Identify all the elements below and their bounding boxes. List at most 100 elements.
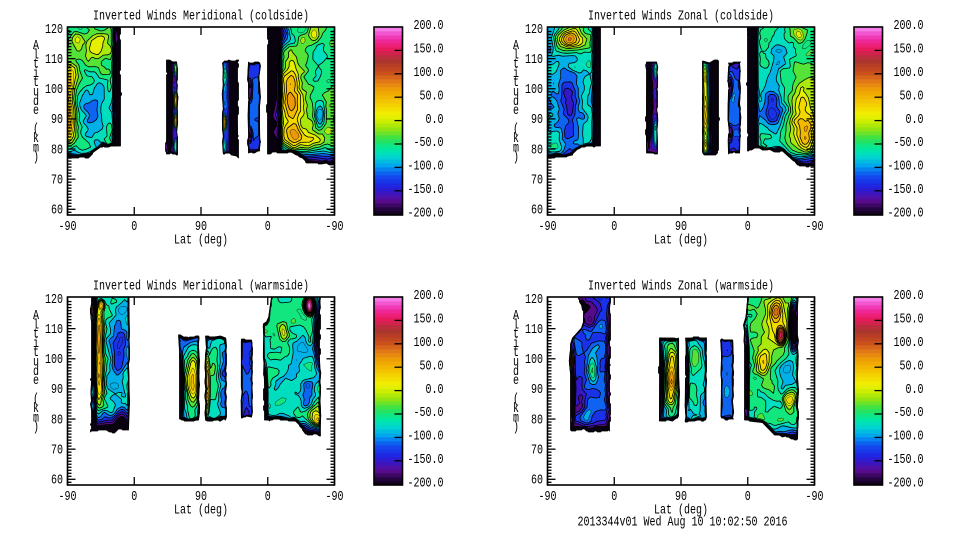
svg-text:k: k	[513, 401, 519, 417]
svg-text:t: t	[33, 75, 39, 91]
svg-text:150.0: 150.0	[893, 41, 923, 57]
svg-text:90: 90	[675, 489, 687, 505]
svg-text:200.0: 200.0	[893, 288, 923, 304]
svg-text:100.0: 100.0	[413, 334, 443, 350]
svg-text:Inverted Winds Zonal (coldside: Inverted Winds Zonal (coldside)	[588, 8, 774, 24]
svg-text:200.0: 200.0	[893, 18, 923, 34]
svg-text:t: t	[513, 75, 519, 91]
svg-text:100: 100	[525, 82, 543, 98]
svg-text:): )	[513, 419, 519, 435]
svg-text:-90: -90	[325, 489, 343, 505]
svg-text:-100.0: -100.0	[887, 158, 923, 174]
svg-text:-100.0: -100.0	[407, 158, 443, 174]
svg-text:u: u	[513, 84, 519, 100]
svg-text:-200.0: -200.0	[407, 475, 443, 491]
svg-text:l: l	[33, 47, 39, 63]
svg-text:-90: -90	[538, 489, 556, 505]
svg-text:d: d	[513, 93, 519, 109]
svg-text:90: 90	[195, 219, 207, 235]
svg-text:80: 80	[51, 412, 63, 428]
svg-text:Lat (deg): Lat (deg)	[654, 502, 708, 518]
svg-text:50.0: 50.0	[899, 358, 923, 374]
svg-text:120: 120	[525, 291, 543, 307]
svg-text:i: i	[33, 335, 39, 351]
svg-text:0: 0	[611, 489, 617, 505]
svg-text:50.0: 50.0	[899, 88, 923, 104]
svg-text:100.0: 100.0	[893, 64, 923, 80]
svg-text:(: (	[33, 391, 39, 407]
svg-text:d: d	[33, 363, 39, 379]
svg-text:): )	[513, 149, 519, 165]
svg-text:-50.0: -50.0	[413, 405, 443, 421]
svg-text:): )	[33, 149, 39, 165]
svg-text:i: i	[33, 65, 39, 81]
svg-text:-200.0: -200.0	[887, 475, 923, 491]
svg-text:60: 60	[51, 202, 63, 218]
svg-text:Lat (deg): Lat (deg)	[654, 232, 708, 248]
svg-text:60: 60	[531, 202, 543, 218]
svg-text:Inverted Winds Meridional (war: Inverted Winds Meridional (warmside)	[93, 278, 309, 294]
svg-text:0: 0	[131, 489, 137, 505]
svg-text:t: t	[33, 345, 39, 361]
svg-text:80: 80	[531, 142, 543, 158]
svg-text:0: 0	[611, 219, 617, 235]
svg-text:(: (	[33, 121, 39, 137]
svg-text:90: 90	[51, 112, 63, 128]
svg-text:d: d	[33, 93, 39, 109]
svg-text:120: 120	[45, 21, 63, 37]
svg-text:100: 100	[45, 82, 63, 98]
svg-text:Inverted Winds Zonal (warmside: Inverted Winds Zonal (warmside)	[588, 278, 774, 294]
svg-text:A: A	[513, 308, 520, 324]
svg-text:200.0: 200.0	[413, 18, 443, 34]
svg-text:-100.0: -100.0	[887, 428, 923, 444]
svg-text:-90: -90	[58, 489, 76, 505]
svg-text:u: u	[33, 354, 39, 370]
svg-text:t: t	[513, 345, 519, 361]
svg-text:0.0: 0.0	[425, 381, 443, 397]
svg-text:m: m	[513, 410, 519, 426]
svg-text:50.0: 50.0	[419, 358, 443, 374]
svg-text:t: t	[513, 56, 519, 72]
svg-text:0.0: 0.0	[425, 111, 443, 127]
svg-text:e: e	[33, 373, 39, 389]
svg-text:90: 90	[675, 219, 687, 235]
svg-text:-90: -90	[58, 219, 76, 235]
svg-text:0: 0	[745, 219, 751, 235]
svg-text:80: 80	[51, 142, 63, 158]
svg-text:100: 100	[45, 352, 63, 368]
svg-text:110: 110	[525, 52, 543, 68]
svg-text:d: d	[513, 363, 519, 379]
svg-text:l: l	[33, 317, 39, 333]
svg-text:60: 60	[51, 472, 63, 488]
svg-text:150.0: 150.0	[893, 311, 923, 327]
svg-text:Inverted Winds Meridional (col: Inverted Winds Meridional (coldside)	[93, 8, 309, 24]
svg-text:A: A	[33, 308, 40, 324]
svg-text:0: 0	[265, 489, 271, 505]
svg-text:m: m	[33, 410, 39, 426]
svg-text:-150.0: -150.0	[887, 182, 923, 198]
svg-text:i: i	[513, 335, 519, 351]
svg-text:70: 70	[531, 172, 543, 188]
svg-text:-90: -90	[325, 219, 343, 235]
svg-text:-90: -90	[538, 219, 556, 235]
svg-text:-200.0: -200.0	[887, 205, 923, 221]
svg-text:e: e	[513, 103, 519, 119]
svg-text:0.0: 0.0	[905, 381, 923, 397]
svg-text:i: i	[513, 65, 519, 81]
svg-text:(: (	[513, 121, 519, 137]
svg-text:Lat (deg): Lat (deg)	[174, 502, 228, 518]
svg-text:): )	[33, 419, 39, 435]
svg-text:110: 110	[525, 321, 543, 337]
svg-text:-90: -90	[805, 219, 823, 235]
svg-text:70: 70	[531, 442, 543, 458]
svg-text:90: 90	[51, 382, 63, 398]
svg-text:-50.0: -50.0	[893, 135, 923, 151]
svg-text:0: 0	[265, 219, 271, 235]
svg-text:2013344v01 Wed Aug 10 10:02:50: 2013344v01 Wed Aug 10 10:02:50 2016	[578, 514, 788, 530]
svg-text:(: (	[513, 391, 519, 407]
svg-text:A: A	[33, 38, 40, 54]
svg-text:150.0: 150.0	[413, 41, 443, 57]
svg-text:80: 80	[531, 412, 543, 428]
svg-text:-50.0: -50.0	[413, 135, 443, 151]
svg-text:100: 100	[525, 352, 543, 368]
